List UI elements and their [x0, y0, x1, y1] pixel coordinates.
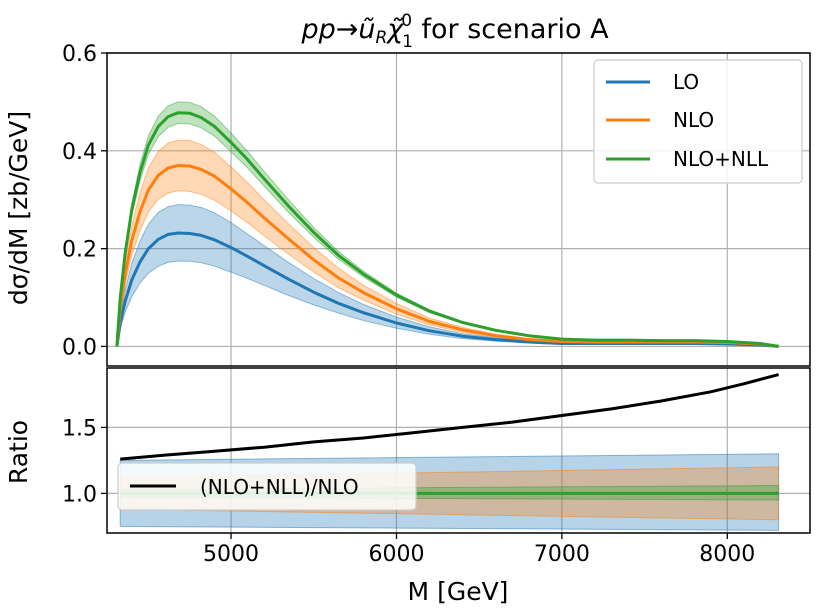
top-y-tick-label: 0.6	[62, 42, 97, 67]
x-axis-label: M [GeV]	[408, 577, 509, 606]
bottom-axes-frame	[106, 367, 811, 534]
series-line-ratio	[120, 373, 779, 461]
legend-frame	[593, 59, 803, 184]
legend-label-lo: LO	[673, 70, 699, 94]
top-series-lines	[115, 111, 779, 348]
legend-top: LO NLO NLO+NLL	[593, 59, 803, 184]
legend-label-nlo: NLO	[673, 108, 714, 132]
tick-labels: 0.0 0.2 0.4 0.6 1.0 1.5 5000 6000 7000 8000	[62, 42, 755, 567]
top-y-tick-label: 0.4	[62, 140, 97, 165]
x-tick-label: 6000	[368, 542, 424, 567]
legend-bottom: (NLO+NLL)/NLO	[117, 462, 417, 511]
series-line-lo	[115, 231, 779, 348]
x-tick-label: 7000	[534, 542, 590, 567]
top-y-axis-label: dσ/dM [zb/GeV]	[4, 111, 33, 305]
chart-title: pp→ũRχ̃0 1 for scenario A	[300, 11, 609, 52]
bottom-y-tick-label: 1.5	[62, 416, 97, 441]
legend-frame-bottom	[117, 462, 417, 511]
series-line-nlo-nll	[115, 111, 779, 348]
bottom-y-axis-label: Ratio	[4, 420, 33, 484]
axes	[101, 52, 811, 539]
series-line-nlo	[115, 164, 779, 348]
legend-label-nlo-nll: NLO+NLL	[673, 147, 769, 171]
bottom-y-tick-label: 1.0	[62, 482, 97, 507]
legend-label-ratio: (NLO+NLL)/NLO	[200, 475, 359, 499]
x-tick-label: 8000	[699, 542, 755, 567]
top-y-tick-label: 0.2	[62, 238, 97, 263]
x-tick-label: 5000	[203, 542, 259, 567]
top-axes-frame	[106, 52, 811, 367]
top-y-tick-label: 0.0	[62, 335, 97, 360]
